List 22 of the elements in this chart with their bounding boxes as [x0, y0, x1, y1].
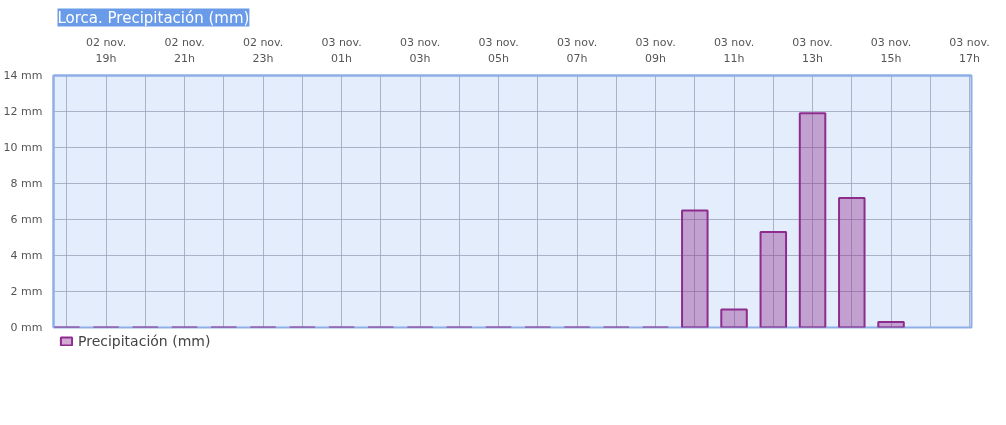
x-tick-label: 03 nov. 07h [556, 35, 598, 65]
x-tick-label: 02 nov. 21h [164, 35, 205, 65]
y-tick-label: 6 mm [10, 213, 43, 226]
legend-label: Precipitación (mm) [78, 333, 211, 349]
x-tick-label: 02 nov. 19h [85, 35, 127, 65]
y-tick-label: 10 mm [3, 141, 43, 154]
y-tick-label: 8 mm [10, 177, 43, 190]
x-tick-label: 03 nov. 11h [713, 35, 755, 65]
y-tick-label: 2 mm [10, 285, 43, 298]
y-tick-label: 4 mm [10, 249, 43, 262]
x-tick-label: 03 nov. 03h [399, 35, 441, 65]
x-tick-label: 03 nov. 17h [949, 35, 990, 65]
y-tick-label: 14 mm [3, 69, 43, 82]
x-tick-label: 03 nov. 05h [478, 35, 519, 65]
x-tick-label: 02 nov. 23h [242, 35, 284, 65]
x-tick-label: 03 nov. 15h [870, 35, 912, 65]
y-tick-label: 12 mm [3, 105, 43, 118]
chart-title: Lorca. Precipitación (mm) [57, 8, 250, 27]
x-tick-label: 03 nov. 13h [792, 35, 833, 65]
y-tick-label: 0 mm [10, 321, 43, 334]
x-tick-label: 03 nov. 01h [321, 35, 362, 65]
x-tick-label: 03 nov. 09h [635, 35, 676, 65]
